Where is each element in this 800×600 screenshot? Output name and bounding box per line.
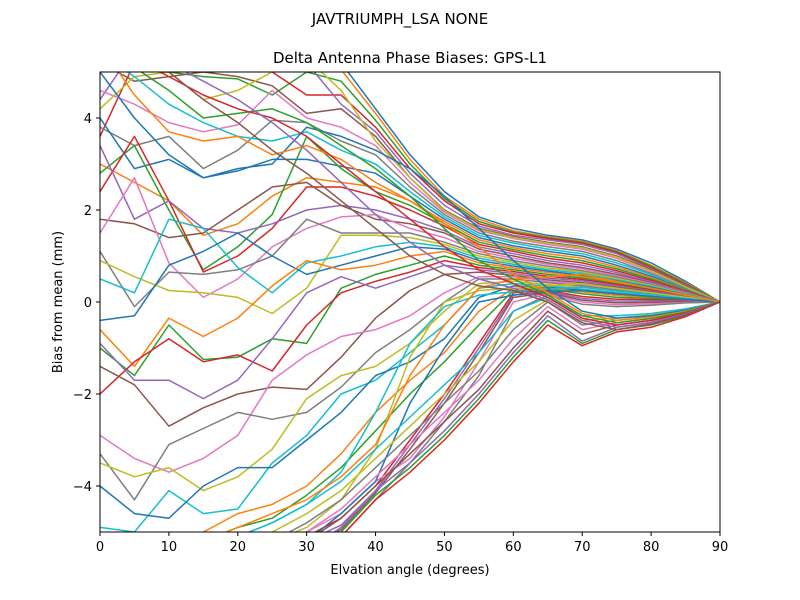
series-line-42 xyxy=(224,273,720,532)
series-line-32 xyxy=(201,287,720,532)
x-tick-label: 10 xyxy=(161,540,178,555)
series-line-16 xyxy=(100,181,720,303)
y-tick-label: −2 xyxy=(73,388,92,403)
series-line-1 xyxy=(347,72,720,303)
series-line-14 xyxy=(100,135,720,303)
series-line-5 xyxy=(100,72,720,303)
series-line-8 xyxy=(100,119,720,303)
x-tick-label: 50 xyxy=(436,540,453,555)
series-line-25 xyxy=(100,264,720,400)
series-line-41 xyxy=(316,289,720,532)
x-axis-ticks: 0 10 20 30 40 50 60 70 80 90 xyxy=(96,532,728,555)
series-line-30 xyxy=(100,282,720,532)
series-line-52 xyxy=(117,72,720,322)
x-tick-label: 30 xyxy=(298,540,315,555)
x-tick-label: 90 xyxy=(712,540,729,555)
series-line-36 xyxy=(334,292,720,532)
series-line-26 xyxy=(100,271,720,427)
series-line-28 xyxy=(100,278,720,501)
chart-title: Delta Antenna Phase Biases: GPS-L1 xyxy=(273,49,547,67)
y-axis-label: Bias from mean (mm) xyxy=(51,231,66,373)
series-line-19 xyxy=(100,234,720,315)
y-tick-label: 2 xyxy=(84,204,92,219)
series-line-17 xyxy=(100,177,720,303)
series-line-40 xyxy=(247,286,720,532)
series-line-2 xyxy=(341,72,720,303)
y-axis-ticks: −4 −2 0 2 4 xyxy=(73,112,100,495)
series-line-39 xyxy=(293,282,720,532)
series-line-34 xyxy=(313,289,720,532)
y-tick-label: 0 xyxy=(84,296,92,311)
series-line-18 xyxy=(100,218,720,308)
x-tick-label: 70 xyxy=(574,540,591,555)
series-line-23 xyxy=(100,255,720,377)
series-line-44 xyxy=(344,301,720,532)
series-line-53 xyxy=(139,72,720,324)
series-line-54 xyxy=(158,72,720,326)
series-line-13 xyxy=(100,135,720,303)
x-tick-label: 20 xyxy=(230,540,247,555)
chart-suptitle: JAVTRIUMPH_LSA NONE xyxy=(311,10,488,29)
series-line-56 xyxy=(167,72,720,331)
series-line-7 xyxy=(100,89,720,303)
series-lines xyxy=(100,72,720,532)
series-line-33 xyxy=(224,288,720,532)
series-line-3 xyxy=(166,72,720,303)
series-line-55 xyxy=(184,72,720,329)
series-line-37 xyxy=(303,292,720,532)
x-tick-label: 60 xyxy=(505,540,522,555)
y-tick-label: 4 xyxy=(84,112,92,127)
x-axis-label: Elvation angle (degrees) xyxy=(330,563,489,578)
x-tick-label: 40 xyxy=(367,540,384,555)
y-tick-label: −4 xyxy=(73,480,92,495)
series-line-50 xyxy=(247,296,720,532)
series-line-51 xyxy=(100,72,720,319)
x-tick-label: 80 xyxy=(643,540,660,555)
series-line-10 xyxy=(126,72,720,303)
x-tick-label: 0 xyxy=(96,540,104,555)
series-line-24 xyxy=(100,259,720,395)
